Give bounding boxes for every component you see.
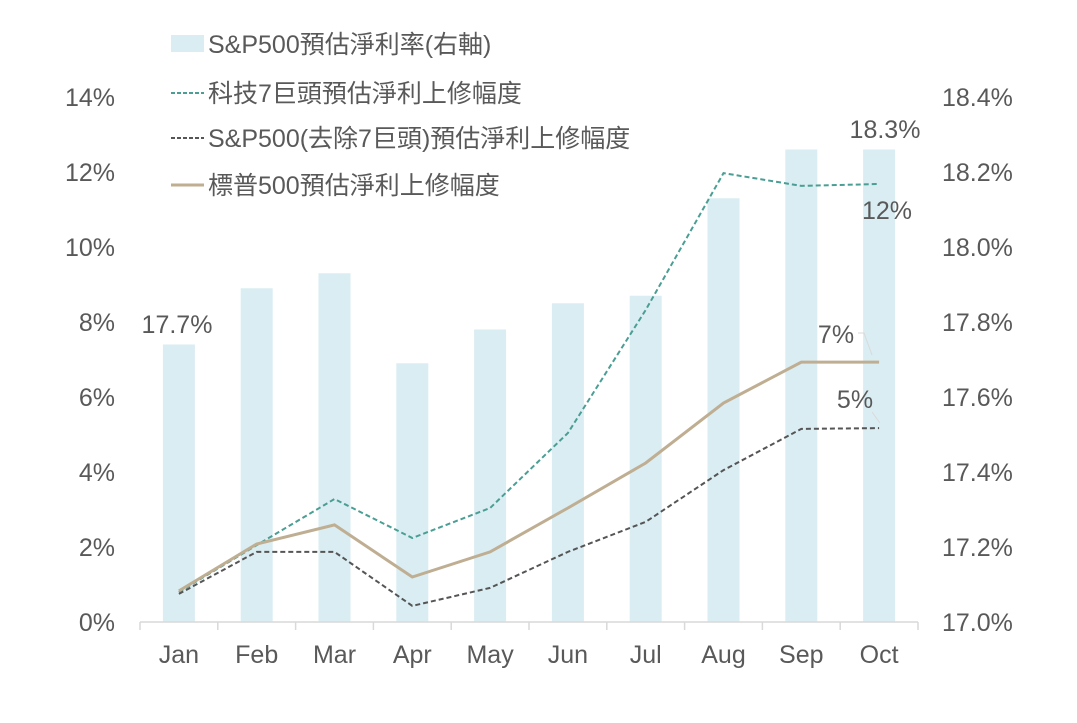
series-line-1 xyxy=(178,427,880,607)
bar-Apr xyxy=(396,363,429,622)
legend-label: S&P500預估淨利率(右軸) xyxy=(208,31,491,59)
legend-label: 標普500預估淨利上修幅度 xyxy=(208,172,500,200)
bar-May xyxy=(474,329,507,622)
bar-Oct xyxy=(863,149,896,622)
x-tick-label: May xyxy=(466,641,514,669)
bar-Sep xyxy=(785,149,818,622)
leader-line xyxy=(858,332,873,356)
left-tick-label: 12% xyxy=(65,159,115,187)
x-tick-label: Mar xyxy=(313,641,356,669)
left-tick-label: 4% xyxy=(79,459,115,487)
legend-label: 科技7巨頭預估淨利上修幅度 xyxy=(208,80,522,108)
series-line-0 xyxy=(178,172,880,593)
x-tick-label: Aug xyxy=(701,641,745,669)
legend-label: S&P500(去除7巨頭)預估淨利上修幅度 xyxy=(208,125,630,153)
x-tick-label: Feb xyxy=(235,641,278,669)
left-tick-label: 2% xyxy=(79,534,115,562)
right-tick-label: 17.2% xyxy=(942,534,1013,562)
data-label: 12% xyxy=(862,197,912,225)
data-label: 18.3% xyxy=(850,116,921,144)
x-tick-label: Jan xyxy=(159,641,199,669)
right-tick-label: 17.0% xyxy=(942,609,1013,637)
x-tick-label: Jun xyxy=(548,641,588,669)
left-tick-label: 0% xyxy=(79,609,115,637)
leader-line xyxy=(871,411,881,424)
left-tick-label: 14% xyxy=(65,84,115,112)
left-tick-label: 8% xyxy=(79,309,115,337)
bar-Jun xyxy=(551,303,584,622)
left-tick-label: 6% xyxy=(79,384,115,412)
bar-Feb xyxy=(240,288,273,622)
data-label: 5% xyxy=(837,386,873,414)
data-label: 17.7% xyxy=(142,311,213,339)
bar-Mar xyxy=(318,273,351,622)
right-tick-label: 18.4% xyxy=(942,84,1013,112)
right-tick-label: 17.4% xyxy=(942,459,1013,487)
x-tick-label: Oct xyxy=(860,641,899,669)
x-tick-label: Apr xyxy=(393,641,432,669)
x-tick-label: Sep xyxy=(779,641,823,669)
series-line-2 xyxy=(178,360,880,593)
bar-Jul xyxy=(629,295,662,622)
right-tick-label: 17.6% xyxy=(942,384,1013,412)
legend-swatch-bars xyxy=(171,35,204,52)
x-tick-label: Jul xyxy=(630,641,662,669)
bar-Jan xyxy=(162,344,195,622)
right-tick-label: 18.0% xyxy=(942,234,1013,262)
right-tick-label: 17.8% xyxy=(942,309,1013,337)
right-tick-label: 18.2% xyxy=(942,159,1013,187)
data-label: 7% xyxy=(818,321,854,349)
left-tick-label: 10% xyxy=(65,234,115,262)
